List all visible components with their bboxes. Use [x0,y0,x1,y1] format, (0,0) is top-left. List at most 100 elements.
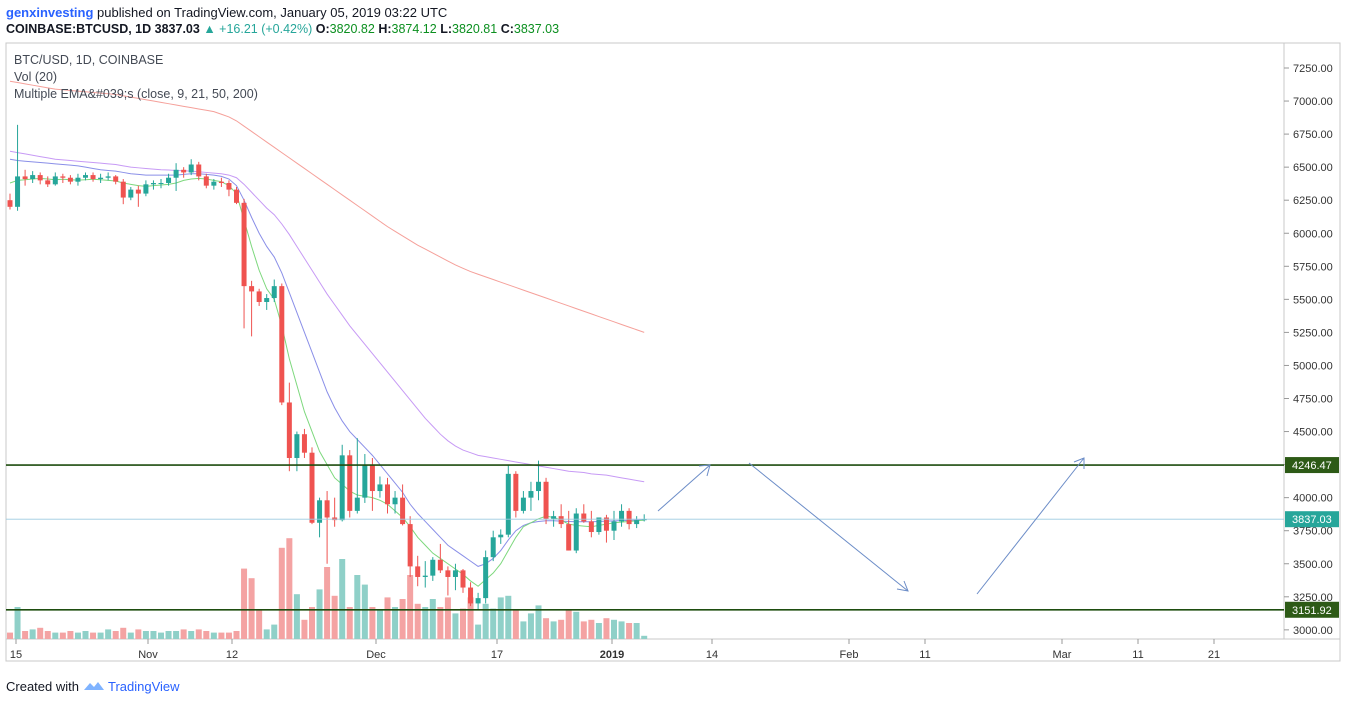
candle-body [452,570,458,577]
volume-bar [497,597,504,639]
volume-bar [142,631,149,639]
volume-bar [82,631,89,639]
volume-bar [384,597,391,639]
volume-bar [399,599,406,639]
candle-body [37,175,43,181]
close-value: 3837.03 [513,22,560,36]
y-tick-label: 6250.00 [1293,195,1333,207]
volume-bar [309,607,315,639]
candle-body [385,484,390,505]
candle-body [566,524,572,551]
volume-bar [271,624,278,639]
projection-arrow-down [748,462,909,592]
candle-body [603,517,609,531]
candle-body [317,500,323,523]
volume-bar [301,619,308,639]
volume-bar [188,631,195,639]
chart-frame [5,42,1341,662]
price-axis[interactable]: 7250.00 7000.00 6750.00 6500.00 6250.00 6000.… [1284,63,1333,637]
volume-bar [422,607,429,639]
symbol-info: COINBASE:BTCUSD, 1D 3837.03 ▲ +16.21 (+0… [6,22,559,36]
candle-body [483,557,489,599]
volume-bar [165,631,172,639]
tradingview-link[interactable]: TradingView [108,679,180,694]
y-tick-label: 6000.00 [1293,228,1333,240]
candle-body [430,559,436,576]
volume-bar [74,632,81,639]
volume-bar [475,624,482,639]
volume-bar [180,629,187,639]
legend-ema: Multiple EMA&#039;s (close, 9, 21, 50, 2… [14,87,258,101]
support-price-tag: 3151.92 [1292,605,1332,617]
candle-body [596,517,602,533]
volume-bar [595,623,602,639]
high-value: 3874.12 [391,22,437,36]
projection-arrows [657,457,1085,595]
candle-body [445,570,451,577]
volume-bar [437,607,444,639]
candle-body [641,519,647,521]
volume-bar [112,631,119,639]
y-tick-label: 6750.00 [1293,129,1333,141]
candle-body [135,189,141,194]
support-price-tag-bg [1285,601,1339,618]
volume-bar [339,559,346,639]
open-label: O: [315,22,330,36]
volume-bar [278,547,285,639]
ema21-line [9,158,645,567]
y-tick-label: 6500.00 [1293,162,1333,174]
author-link[interactable]: genxinvesting [6,5,94,20]
candle-body [241,202,247,287]
x-tick-label: 11 [1132,649,1143,661]
candle-body [181,169,187,173]
candle-body [619,510,625,522]
volume-bar [7,632,13,639]
candle-body [558,516,564,525]
volume-bar [452,613,459,639]
volume-bar [346,607,353,639]
ema200-line [9,80,645,333]
volume-bar [354,575,361,639]
candle-body [309,452,315,523]
x-tick-label: 12 [226,649,238,661]
ema50-line [9,150,645,483]
volume-bar [44,631,51,639]
volume-bar [618,621,625,639]
x-tick-label: 11 [919,649,930,661]
volume-bar [316,589,323,639]
candle-body [67,177,73,182]
y-tick-label: 4000.00 [1293,493,1333,505]
candle-body [536,481,541,492]
volume-bar [361,584,368,639]
volume-bar [195,629,202,639]
y-tick-label: 3750.00 [1293,526,1333,538]
time-axis[interactable]: 15 Nov 12 Dec 17 2019 14 Feb 11 Mar 11 21 [10,639,1220,661]
candle-body [362,464,368,498]
volume-bar [407,575,414,639]
published-text: published on TradingView.com, January 05… [97,5,448,20]
price-change: ▲ +16.21 (+0.42%) [203,22,313,36]
candle-body [271,286,277,299]
volume-bar [120,627,127,639]
y-tick-label: 3500.00 [1293,559,1333,571]
candle-body [52,176,58,185]
candle-body [551,516,557,519]
candle-body [218,181,224,184]
volume-bar [505,595,512,639]
candle-body [520,497,526,511]
candle-body [324,500,330,518]
arrowhead-2 [896,580,909,592]
candle-body [513,473,519,511]
x-tick-label: Mar [1053,649,1072,661]
candle-body [256,291,262,302]
candle-body [415,566,421,577]
arrowhead-3 [1073,457,1085,469]
volume-bar [603,618,610,639]
y-tick-label: 4750.00 [1293,394,1333,406]
volume-bar [565,610,572,639]
candle-body [150,183,156,185]
candle-body [634,520,640,525]
candle-body [30,175,36,180]
candle-body [203,176,209,186]
